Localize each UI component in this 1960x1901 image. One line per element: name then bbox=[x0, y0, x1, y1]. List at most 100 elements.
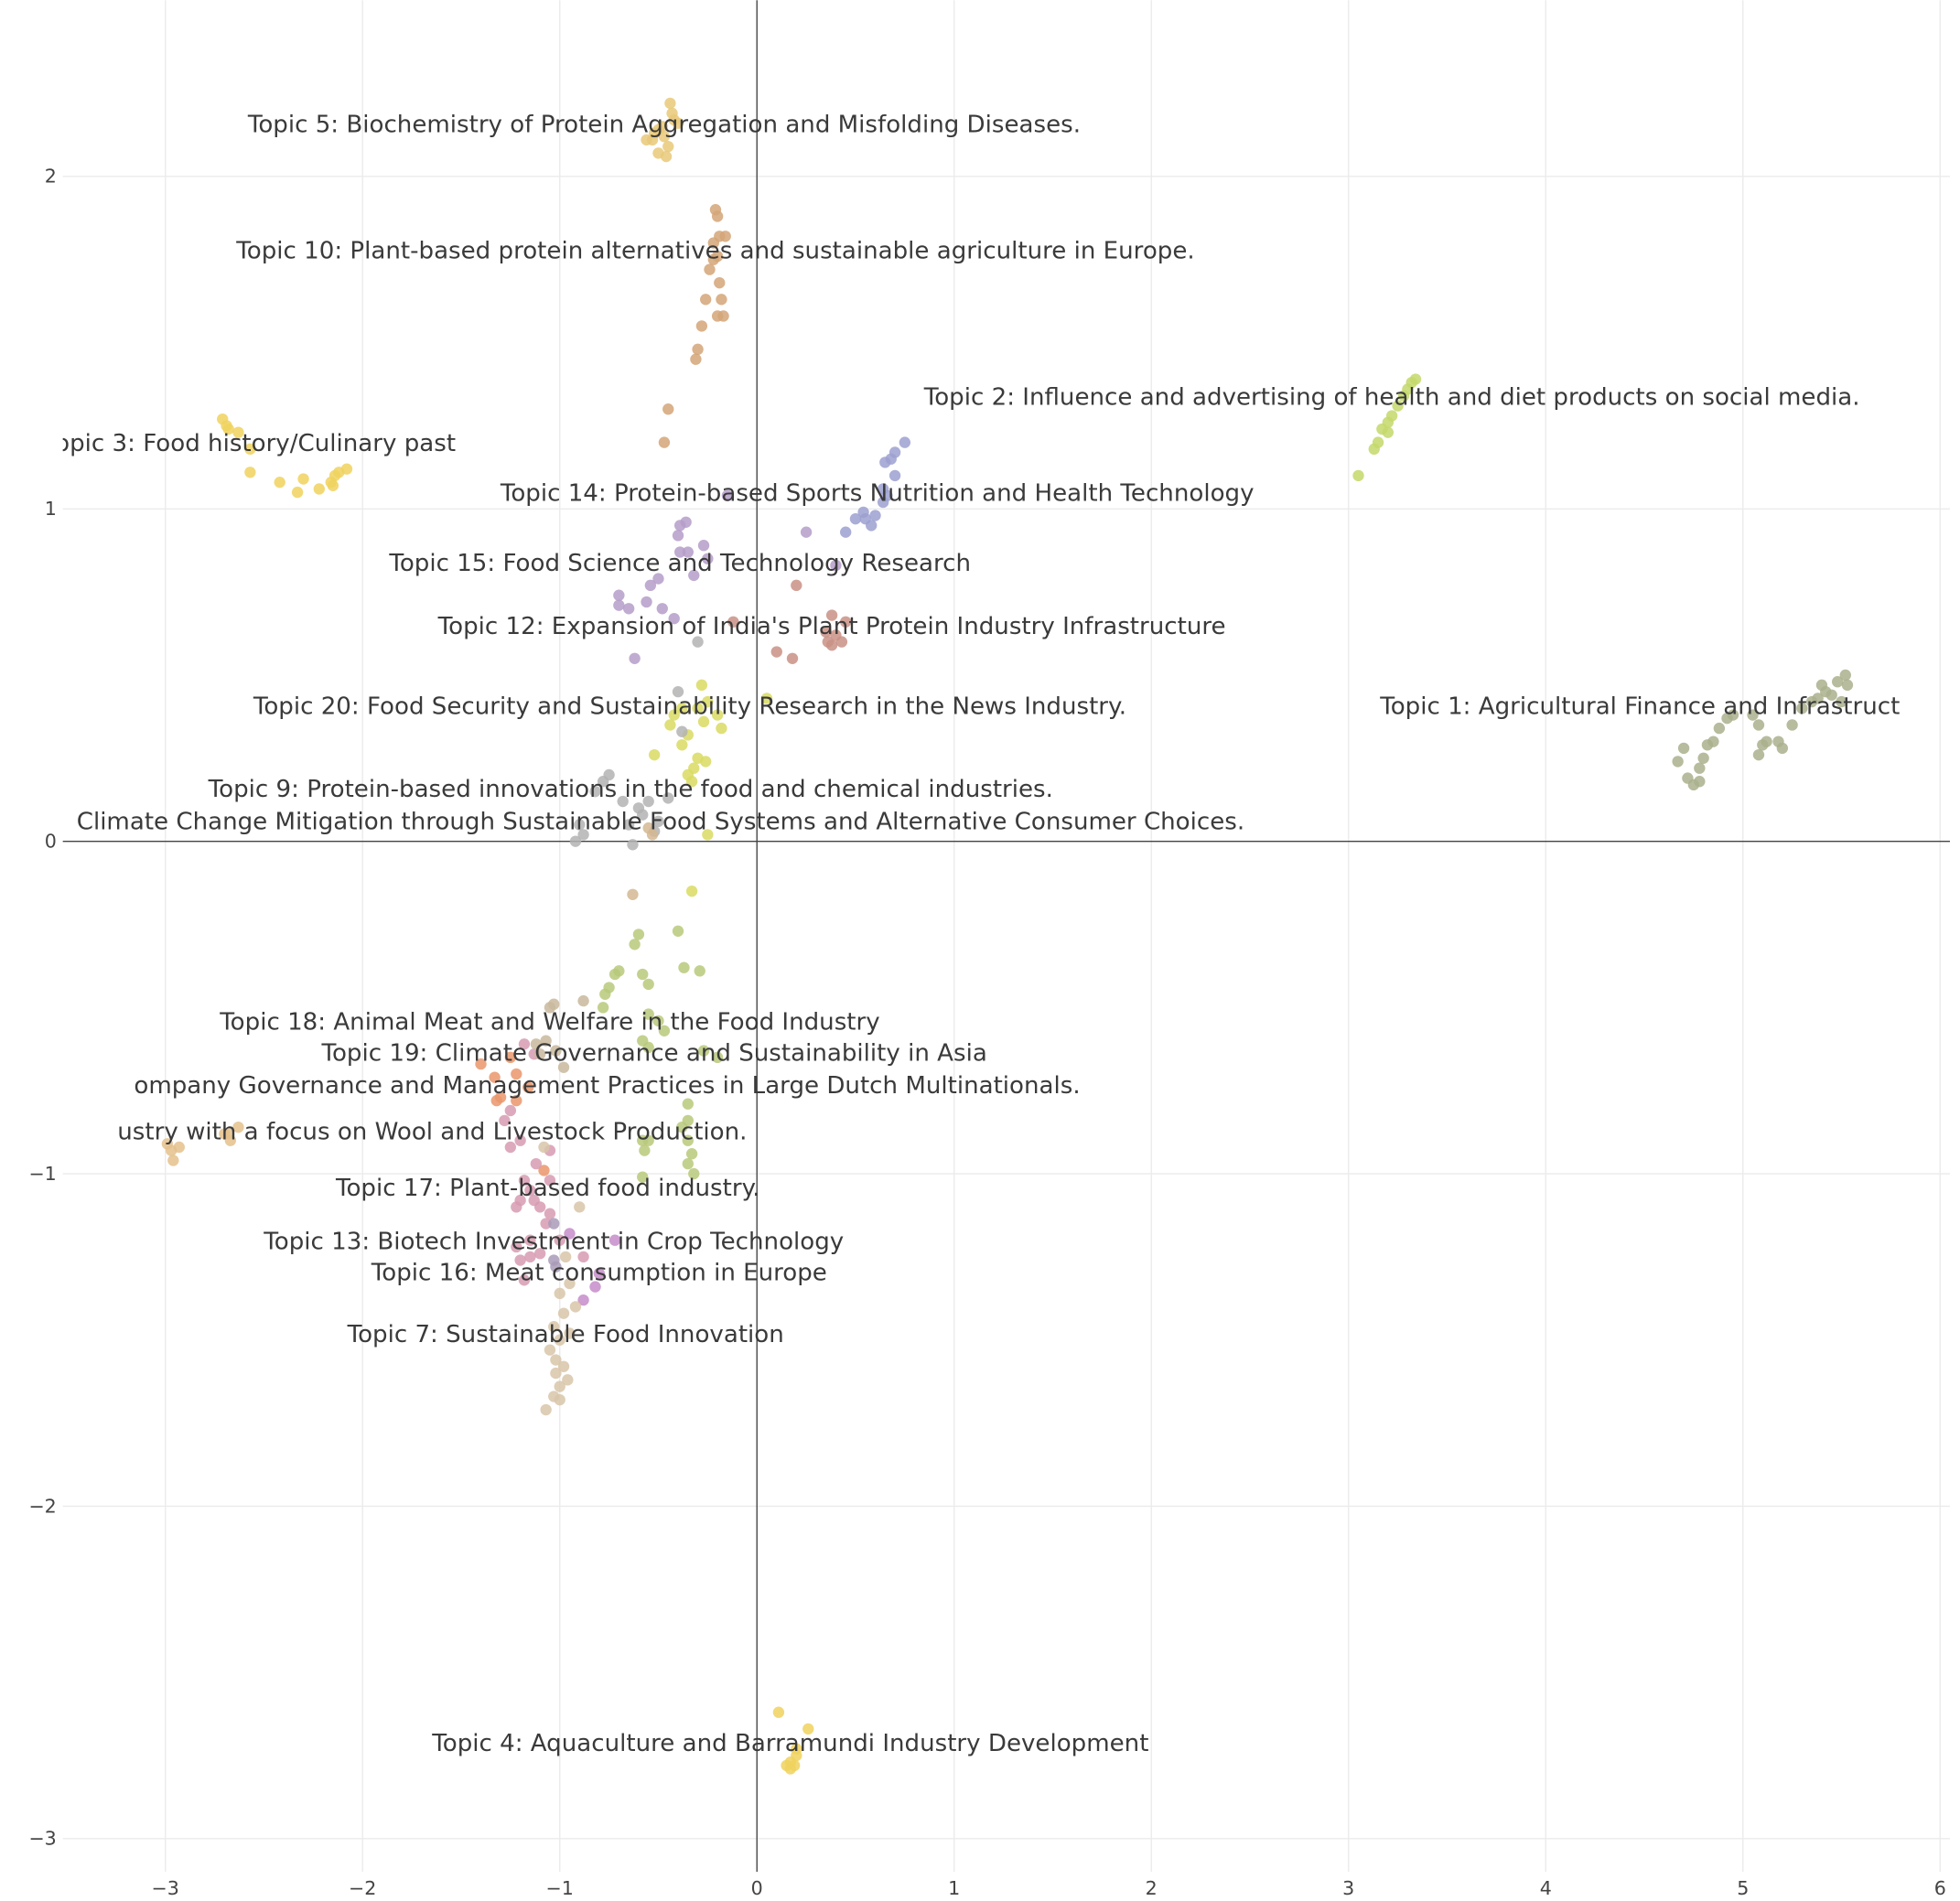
data-point bbox=[656, 603, 668, 615]
data-point bbox=[656, 121, 668, 133]
data-point bbox=[697, 715, 710, 728]
data-point bbox=[533, 1048, 546, 1060]
data-point bbox=[1694, 776, 1706, 788]
data-point bbox=[662, 403, 674, 415]
data-point bbox=[554, 1393, 565, 1406]
data-point bbox=[1752, 748, 1765, 761]
data-point bbox=[704, 263, 716, 275]
topic-label: Topic 10: Plant-based protein alternativ… bbox=[235, 237, 1194, 264]
data-point bbox=[564, 1277, 576, 1290]
data-point bbox=[622, 819, 635, 831]
data-point bbox=[700, 294, 712, 306]
data-point bbox=[685, 776, 698, 788]
data-point bbox=[514, 1134, 526, 1146]
data-point bbox=[511, 1094, 522, 1107]
data-point bbox=[899, 436, 911, 448]
topic-label: Topic 1: Agricultural Finance and Infras… bbox=[1379, 693, 1900, 720]
topic-label: ustry with a focus on Wool and Livestock… bbox=[117, 1118, 747, 1145]
y-tick-label: 2 bbox=[45, 166, 57, 188]
data-point bbox=[672, 925, 684, 937]
data-point bbox=[629, 939, 641, 950]
data-point bbox=[629, 652, 641, 664]
data-point bbox=[589, 785, 601, 798]
data-point bbox=[716, 294, 727, 306]
topic-label: Climate Change Mitigation through Sustai… bbox=[77, 809, 1244, 836]
data-point bbox=[1713, 722, 1726, 735]
data-point bbox=[692, 703, 704, 714]
data-point bbox=[692, 636, 704, 648]
data-point bbox=[676, 725, 688, 737]
data-point bbox=[1385, 410, 1398, 422]
data-point bbox=[791, 579, 802, 592]
data-point bbox=[1841, 679, 1854, 692]
data-point bbox=[1825, 689, 1837, 701]
data-point bbox=[530, 1157, 543, 1170]
data-point bbox=[540, 1403, 552, 1416]
topic-label: Topic 5: Biochemistry of Protein Aggrega… bbox=[247, 111, 1081, 138]
data-point bbox=[627, 888, 639, 900]
data-point bbox=[690, 353, 702, 365]
data-point bbox=[550, 1354, 562, 1366]
data-point bbox=[672, 685, 684, 698]
data-point bbox=[511, 1201, 522, 1213]
data-point bbox=[695, 320, 708, 332]
data-point bbox=[637, 809, 649, 821]
data-point bbox=[544, 1208, 556, 1219]
data-point bbox=[637, 1035, 649, 1047]
data-point bbox=[784, 1763, 797, 1775]
data-point bbox=[514, 1254, 526, 1266]
topic-label: Topic 13: Biotech Investment in Crop Tec… bbox=[263, 1228, 844, 1255]
x-tick-label: 1 bbox=[948, 1877, 960, 1899]
data-point bbox=[668, 612, 680, 625]
data-point bbox=[577, 1294, 589, 1306]
data-point bbox=[540, 1035, 552, 1047]
data-point bbox=[642, 1008, 654, 1020]
x-tick-label: −2 bbox=[349, 1877, 376, 1899]
data-point bbox=[232, 426, 244, 438]
data-point bbox=[719, 231, 731, 242]
data-point bbox=[597, 776, 609, 788]
data-point bbox=[642, 978, 654, 991]
data-point bbox=[1409, 373, 1422, 385]
data-point bbox=[641, 596, 652, 608]
data-point bbox=[662, 792, 674, 804]
data-point bbox=[652, 573, 664, 585]
data-point bbox=[313, 483, 325, 495]
data-point bbox=[717, 310, 729, 322]
data-point bbox=[524, 1234, 536, 1246]
data-point bbox=[608, 1234, 621, 1246]
data-point bbox=[652, 1015, 664, 1027]
data-point bbox=[702, 695, 714, 708]
data-point bbox=[274, 477, 285, 489]
data-point bbox=[835, 636, 848, 648]
data-point bbox=[711, 709, 724, 721]
data-point bbox=[642, 795, 654, 808]
data-point bbox=[550, 1367, 562, 1380]
data-point bbox=[760, 693, 773, 704]
topic-annotations: Topic 5: Biochemistry of Protein Aggrega… bbox=[63, 111, 1901, 1757]
data-point bbox=[557, 1061, 570, 1073]
topic-label: Topic 20: Food Security and Sustainabili… bbox=[253, 693, 1126, 720]
data-point bbox=[888, 469, 901, 482]
data-point bbox=[637, 968, 649, 981]
data-point bbox=[786, 652, 799, 664]
data-point bbox=[475, 1058, 487, 1070]
data-point bbox=[711, 1051, 724, 1064]
data-point bbox=[682, 1134, 694, 1146]
data-point bbox=[1836, 695, 1847, 708]
data-point bbox=[1697, 752, 1709, 764]
data-point bbox=[1672, 756, 1684, 768]
data-point bbox=[577, 994, 589, 1007]
data-point bbox=[707, 237, 719, 249]
data-point bbox=[530, 1038, 543, 1050]
data-point bbox=[673, 520, 686, 532]
data-point bbox=[716, 722, 727, 735]
data-point bbox=[599, 988, 611, 1000]
data-point bbox=[548, 1218, 560, 1230]
y-tick-label: −3 bbox=[28, 1828, 56, 1850]
data-point bbox=[1372, 436, 1384, 448]
data-point bbox=[682, 1157, 694, 1170]
data-point bbox=[574, 1201, 586, 1213]
data-point bbox=[550, 1045, 562, 1057]
data-point bbox=[1727, 709, 1739, 721]
